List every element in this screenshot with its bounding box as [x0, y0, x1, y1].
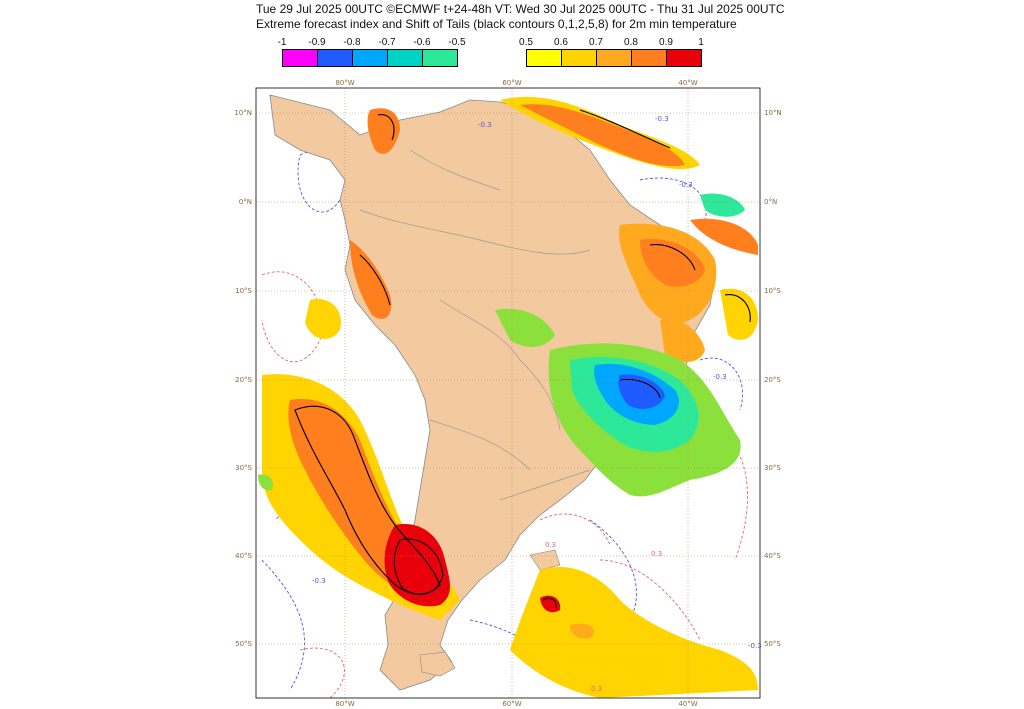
tierra-del-fuego — [419, 651, 456, 677]
legend-warm-colorbar: 0.5 0.6 0.7 0.8 0.9 1 — [519, 37, 732, 67]
axis-labels-right: 10°N 0°N 10°S 20°S 30°S 40°S 50°S — [764, 109, 782, 648]
axis-labels-top: 80°W 60°W 40°W — [335, 79, 697, 87]
legend-cold-tick: -0.8 — [343, 37, 361, 48]
axis-label-top: 40°W — [678, 79, 697, 87]
legend-warm-tick: 0.5 — [519, 37, 533, 48]
axis-label-bottom: 60°W — [502, 700, 521, 708]
legend-cold-swatch — [388, 50, 423, 66]
cold-anomaly-shading — [258, 193, 745, 497]
legend-cold-swatch — [283, 50, 318, 66]
axis-label-bottom: 40°W — [678, 700, 697, 708]
warm-anomaly-shading — [262, 96, 758, 698]
axis-labels-bottom: 80°W 60°W 40°W — [335, 700, 697, 708]
legend-warm-swatch — [597, 50, 632, 66]
axis-label-left: 30°S — [235, 464, 252, 472]
country-borders — [359, 149, 591, 501]
axis-label-left: 10°N — [234, 109, 252, 117]
contour-label: 0.3 — [651, 550, 662, 558]
shift-of-tails-contours — [294, 109, 751, 609]
axis-labels-left: 10°N 0°N 10°S 20°S 30°S 40°S 50°S — [234, 109, 252, 648]
legend-warm-swatch — [527, 50, 562, 66]
axis-label-left: 20°S — [235, 376, 252, 384]
axis-label-right: 50°S — [764, 640, 781, 648]
axis-label-bottom: 80°W — [335, 700, 354, 708]
contour-label: 0.3 — [591, 685, 602, 693]
contour-label: 0.3 — [545, 541, 556, 549]
legend-cold-tick: -0.7 — [378, 37, 396, 48]
contour-label: -0.3 — [478, 121, 492, 129]
falkland-islands — [529, 549, 561, 571]
legend-cold-tick: -0.5 — [448, 37, 466, 48]
axis-label-left: 50°S — [235, 640, 252, 648]
axis-label-right: 30°S — [764, 464, 781, 472]
contour-label: -0.3 — [312, 577, 326, 585]
axis-label-top: 60°W — [502, 79, 521, 87]
axis-label-left: 10°S — [235, 287, 252, 295]
map-header: Tue 29 Jul 2025 00UTC ©ECMWF t+24-48h VT… — [256, 2, 785, 32]
legend-cold-tick: -0.6 — [413, 37, 431, 48]
header-line-1: Tue 29 Jul 2025 00UTC ©ECMWF t+24-48h VT… — [256, 2, 785, 16]
legend-warm-tick: 0.8 — [624, 37, 638, 48]
legend-warm-swatch — [667, 50, 701, 66]
contour-label: -0.3 — [713, 373, 727, 381]
contour-label: -0.3 — [679, 181, 693, 189]
axis-label-left: 40°S — [235, 552, 252, 560]
map-frame — [255, 87, 761, 699]
contour-label: -0.3 — [748, 642, 762, 650]
contour-value-labels: -0.3 -0.3 -0.3 0.3 -0.3 0.3 -0.3 0.3 -0.… — [312, 115, 762, 693]
axis-label-right: 20°S — [764, 376, 781, 384]
legend-cold-swatch — [353, 50, 388, 66]
legend-warm-tick: 1 — [698, 37, 704, 48]
legend-cold-swatch — [423, 50, 457, 66]
legend-warm-swatch — [632, 50, 667, 66]
axis-label-right: 10°S — [764, 287, 781, 295]
axis-label-right: 0°N — [764, 198, 777, 206]
legend-warm-tick: 0.7 — [589, 37, 603, 48]
legend-cold-tick: -0.9 — [308, 37, 326, 48]
axis-label-right: 40°S — [764, 552, 781, 560]
legend-cold-tick: -1 — [277, 37, 287, 48]
axis-label-left: 0°N — [239, 198, 252, 206]
legend-warm-swatch — [562, 50, 597, 66]
south-america-landmass — [269, 94, 716, 691]
legend-cold-swatch — [318, 50, 353, 66]
axis-label-right: 10°N — [764, 109, 782, 117]
header-line-2: Extreme forecast index and Shift of Tail… — [256, 17, 737, 31]
legend-warm-tick: 0.9 — [659, 37, 673, 48]
axis-label-top: 80°W — [335, 79, 354, 87]
contour-label: -0.3 — [655, 115, 669, 123]
legend-warm-tick: 0.6 — [554, 37, 568, 48]
legend-cold-colorbar: -1 -0.9 -0.8 -0.7 -0.6 -0.5 — [278, 37, 488, 67]
graticule — [256, 88, 760, 698]
